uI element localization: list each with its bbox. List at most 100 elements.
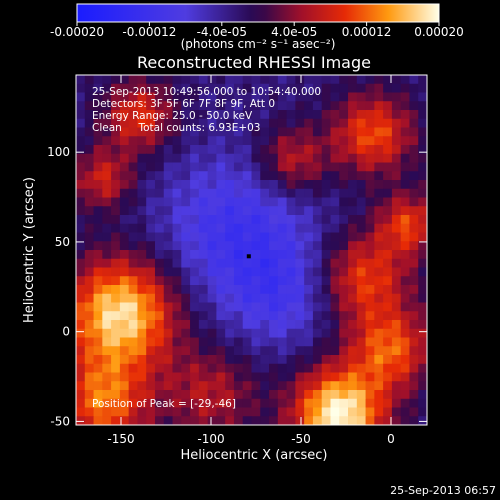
heatmap-cell <box>391 83 402 93</box>
heatmap-cell <box>286 101 296 111</box>
heatmap-cell <box>251 285 261 295</box>
heatmap-cell <box>163 188 173 198</box>
heatmap-cell <box>400 206 410 216</box>
heatmap-cell <box>312 83 323 93</box>
heatmap-cell <box>181 110 191 120</box>
heatmap-cell <box>163 223 173 233</box>
heatmap-cell <box>233 381 244 391</box>
heatmap-cell <box>295 311 305 321</box>
heatmap-cell <box>181 162 191 172</box>
heatmap-cell <box>277 180 288 190</box>
heatmap-cell <box>181 381 191 391</box>
heatmap-cell <box>304 311 314 321</box>
heatmap-cell <box>137 83 147 93</box>
heatmap-cell <box>330 258 340 268</box>
heatmap-cell <box>190 337 200 347</box>
heatmap-cell <box>242 372 252 382</box>
heatmap-cell <box>356 407 366 417</box>
heatmap-cell <box>119 136 130 146</box>
heatmap-cell <box>154 223 165 233</box>
heatmap-cell <box>233 145 244 155</box>
heatmap-cell <box>409 110 419 120</box>
heatmap-cell <box>225 337 235 347</box>
heatmap-cell <box>330 145 340 155</box>
heatmap-cell <box>137 215 147 225</box>
heatmap-cell <box>260 241 270 251</box>
heatmap-cell <box>198 206 209 216</box>
heatmap-cell <box>409 416 419 426</box>
heatmap-cell <box>137 75 147 85</box>
heatmap-cell <box>233 215 244 225</box>
heatmap-cell <box>119 171 130 181</box>
heatmap-cell <box>137 381 147 391</box>
heatmap-cell <box>198 328 209 338</box>
heatmap-cell <box>128 355 138 365</box>
heatmap-cell <box>321 416 331 426</box>
heatmap-cell <box>93 215 103 225</box>
heatmap-cell <box>286 267 296 277</box>
heatmap-cell <box>330 206 340 216</box>
heatmap-cell <box>383 127 393 137</box>
heatmap-cell <box>146 285 156 295</box>
heatmap-cell <box>269 258 279 268</box>
heatmap-cell <box>295 110 305 120</box>
heatmap-cell <box>251 92 261 102</box>
heatmap-cell <box>400 162 410 172</box>
heatmap-cell <box>146 407 156 417</box>
heatmap-cell <box>348 118 358 128</box>
heatmap-cell <box>181 197 191 207</box>
heatmap-cell <box>356 223 366 233</box>
heatmap-cell <box>348 390 358 400</box>
heatmap-cell <box>216 337 226 347</box>
heatmap-cell <box>312 363 323 373</box>
heatmap-cell <box>119 197 130 207</box>
heatmap-cell <box>383 285 393 295</box>
heatmap-cell <box>391 180 402 190</box>
heatmap-cell <box>400 127 410 137</box>
heatmap-cell <box>269 320 279 330</box>
heatmap-cell <box>269 206 279 216</box>
heatmap-cell <box>391 355 402 365</box>
heatmap-cell <box>242 258 252 268</box>
heatmap-cell <box>312 302 323 312</box>
heatmap-cell <box>190 215 200 225</box>
heatmap-cell <box>225 398 235 408</box>
heatmap-cell <box>356 92 366 102</box>
heatmap-cell <box>277 267 288 277</box>
heatmap-cell <box>269 372 279 382</box>
heatmap-cell <box>312 118 323 128</box>
heatmap-cell <box>128 153 138 163</box>
heatmap-cell <box>269 293 279 303</box>
heatmap-cell <box>102 197 112 207</box>
heatmap-cell <box>409 372 419 382</box>
heatmap-cell <box>233 276 244 286</box>
heatmap-cell <box>286 180 296 190</box>
heatmap-cell <box>304 302 314 312</box>
heatmap-cell <box>119 110 130 120</box>
heatmap-cell <box>418 127 428 137</box>
heatmap-cell <box>277 293 288 303</box>
heatmap-cell <box>93 285 103 295</box>
heatmap-cell <box>225 83 235 93</box>
heatmap-cell <box>277 302 288 312</box>
heatmap-cell <box>269 328 279 338</box>
heatmap-cell <box>260 83 270 93</box>
heatmap-cell <box>269 153 279 163</box>
heatmap-cell <box>312 206 323 216</box>
heatmap-cell <box>365 381 375 391</box>
heatmap-cell <box>207 337 217 347</box>
heatmap-cell <box>154 311 165 321</box>
heatmap-cell <box>286 215 296 225</box>
heatmap-cell <box>269 241 279 251</box>
heatmap-cell <box>84 232 94 242</box>
heatmap-cell <box>374 398 384 408</box>
heatmap-cell <box>409 311 419 321</box>
heatmap-cell <box>128 145 138 155</box>
heatmap-cell <box>216 241 226 251</box>
heatmap-cell <box>383 381 393 391</box>
heatmap-cell <box>111 363 121 373</box>
heatmap-cell <box>277 416 288 426</box>
heatmap-cell <box>286 118 296 128</box>
heatmap-cell <box>181 355 191 365</box>
heatmap-cell <box>84 363 94 373</box>
